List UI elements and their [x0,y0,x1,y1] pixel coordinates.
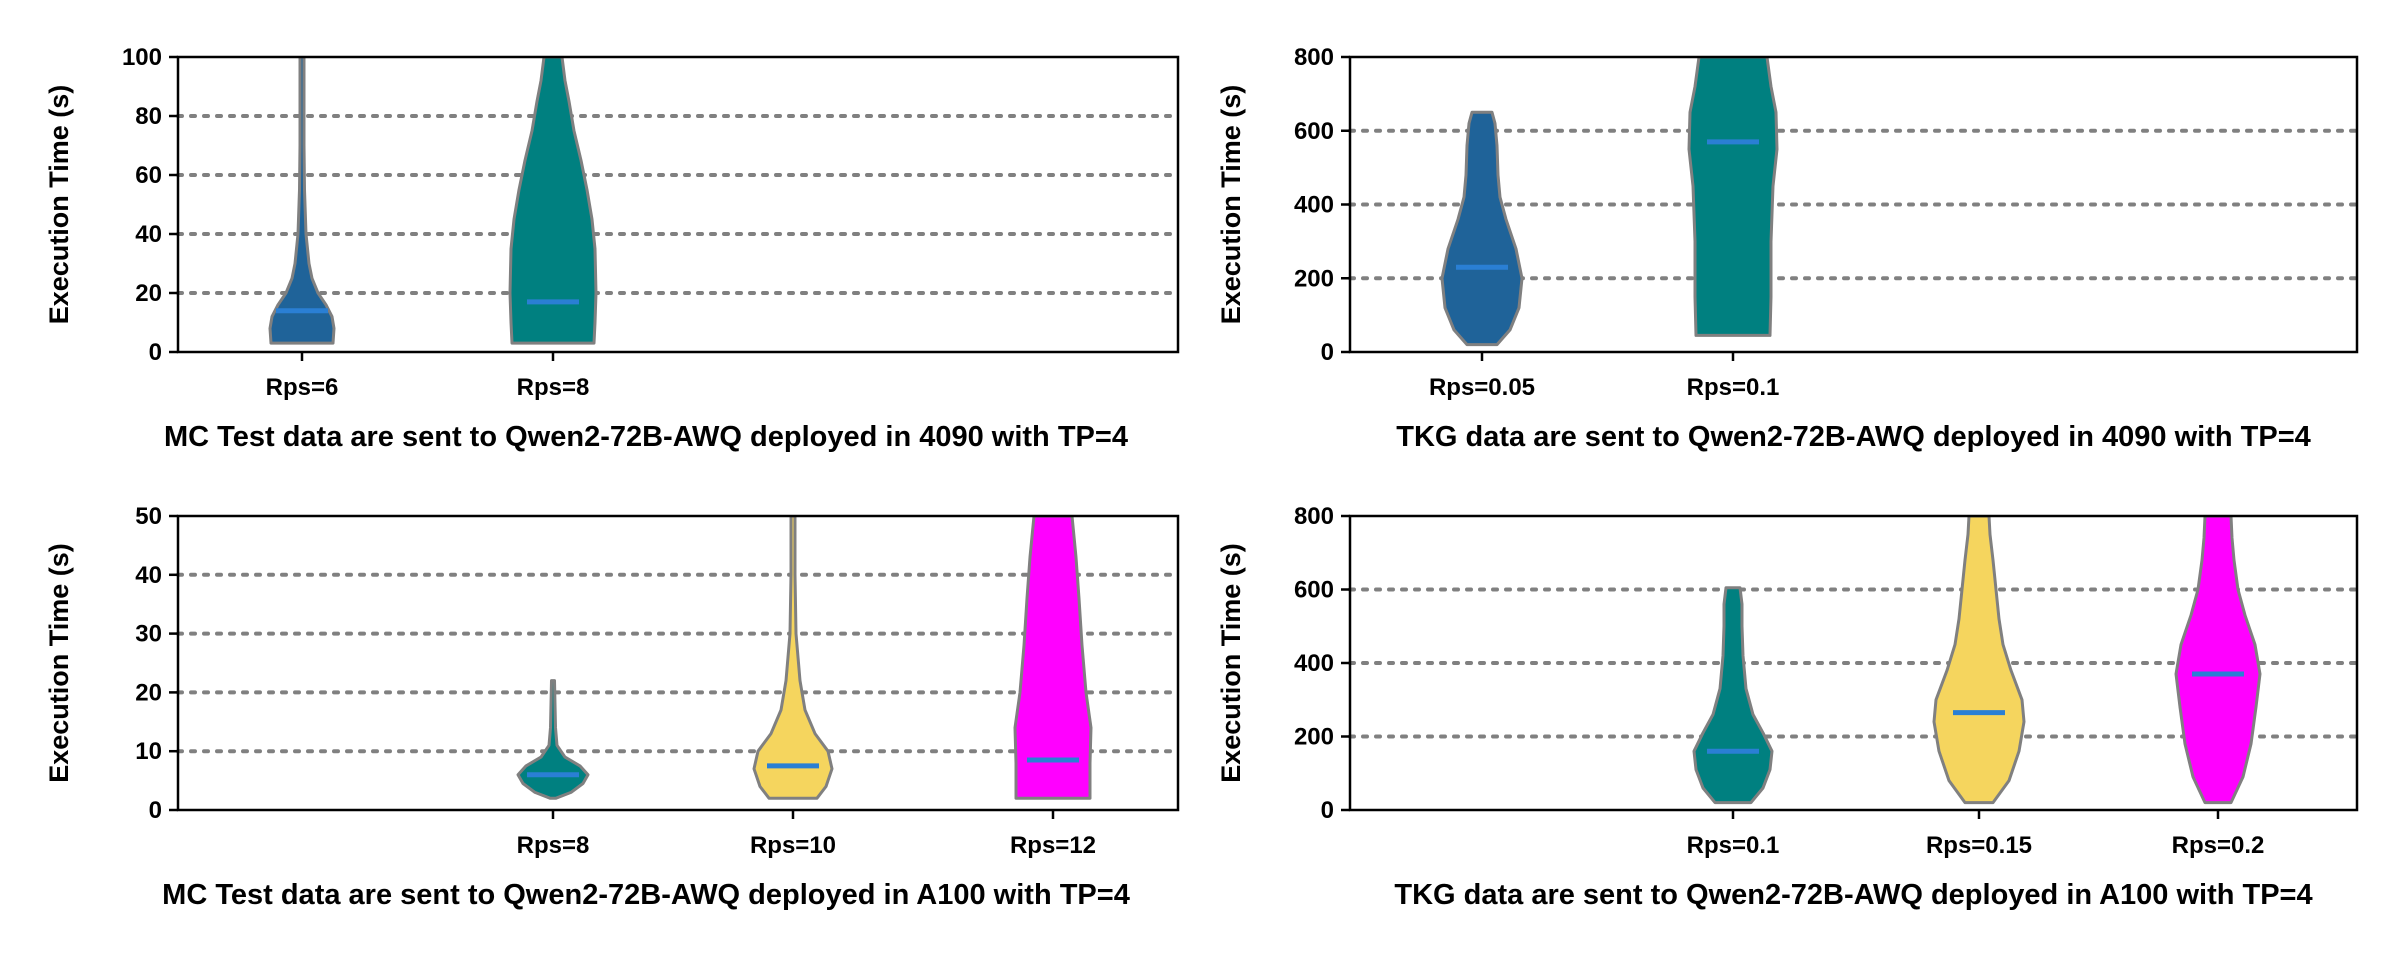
violin-Rps=8 [516,679,590,800]
violins [1692,516,2262,805]
chart-panel: 0 200 400 600 800 Rps=0.1 Rps=0.15 Rps=0.2 Execu… [1216,503,2359,911]
axes-frame [176,55,1180,354]
y-tick-label: 20 [135,280,162,307]
y-tick-label: 40 [135,562,162,589]
violin-Rps=6 [268,57,336,345]
y-tick-label: 800 [1294,503,1334,530]
y-tick-label: 200 [1294,724,1334,751]
x-tick-label: Rps=8 [517,832,590,859]
y-tick-label: 200 [1294,265,1334,292]
x-tick-label: Rps=0.05 [1429,374,1535,401]
violin-Rps=0.1 [1687,57,1779,337]
violin-Rps=0.15 [1932,516,2026,805]
violins [268,57,598,345]
y-tick-label: 50 [135,503,162,530]
y-tick-label: 0 [1321,797,1334,824]
violin-Rps=0.1 [1692,586,1774,805]
y-tick-label: 600 [1294,577,1334,604]
y-tick-label: 0 [149,339,162,366]
chart-panel: 0 200 400 600 800 Rps=0.05 Rps=0.1 Execution Ti… [1216,44,2359,453]
y-tick-label: 800 [1294,44,1334,71]
violins [1440,57,1779,347]
x-tick-label: Rps=8 [517,374,590,401]
chart-panel: 0 10 20 30 40 50 Rps=8 Rps=10 Rps=12 Execution Ti… [44,503,1180,911]
y-tick-label: 400 [1294,192,1334,219]
violin-Rps=12 [1013,516,1093,800]
violin-Rps=10 [752,516,834,800]
violins [516,516,1093,800]
x-tick-label: Rps=0.1 [1687,832,1780,859]
y-tick-label: 400 [1294,650,1334,677]
axes-frame [176,514,1180,812]
x-tick-label: Rps=0.2 [2172,832,2265,859]
y-tick-label: 40 [135,221,162,248]
y-tick-label: 20 [135,679,162,706]
violin-Rps=0.2 [2174,516,2262,805]
y-tick-label: 10 [135,738,162,765]
y-tick-label: 0 [149,797,162,824]
x-axis-label: MC Test data are sent to Qwen2-72B-AWQ d… [162,879,1130,911]
y-tick-label: 0 [1321,339,1334,366]
x-tick-label: Rps=0.1 [1687,374,1780,401]
y-tick-label: 30 [135,621,162,648]
x-tick-label: Rps=0.15 [1926,832,2032,859]
x-axis-label: TKG data are sent to Qwen2-72B-AWQ deplo… [1396,421,2311,453]
y-axis-label: Execution Time (s) [1216,543,1246,783]
y-axis-label: Execution Time (s) [44,543,74,783]
chart-panel: 0 20 40 60 80 100 Rps=6 Rps=8 Execution Time (s)… [44,44,1180,453]
y-tick-label: 100 [122,44,162,71]
y-tick-label: 60 [135,162,162,189]
x-tick-label: Rps=12 [1010,832,1096,859]
y-tick-label: 600 [1294,118,1334,145]
y-tick-label: 80 [135,103,162,130]
x-tick-label: Rps=10 [750,832,836,859]
x-axis-label: TKG data are sent to Qwen2-72B-AWQ deplo… [1394,879,2312,911]
violin-Rps=8 [508,57,598,345]
y-axis-label: Execution Time (s) [1216,85,1246,325]
violin-Rps=0.05 [1440,110,1524,347]
y-axis-label: Execution Time (s) [44,85,74,325]
x-tick-label: Rps=6 [266,374,339,401]
x-axis-label: MC Test data are sent to Qwen2-72B-AWQ d… [164,421,1128,453]
